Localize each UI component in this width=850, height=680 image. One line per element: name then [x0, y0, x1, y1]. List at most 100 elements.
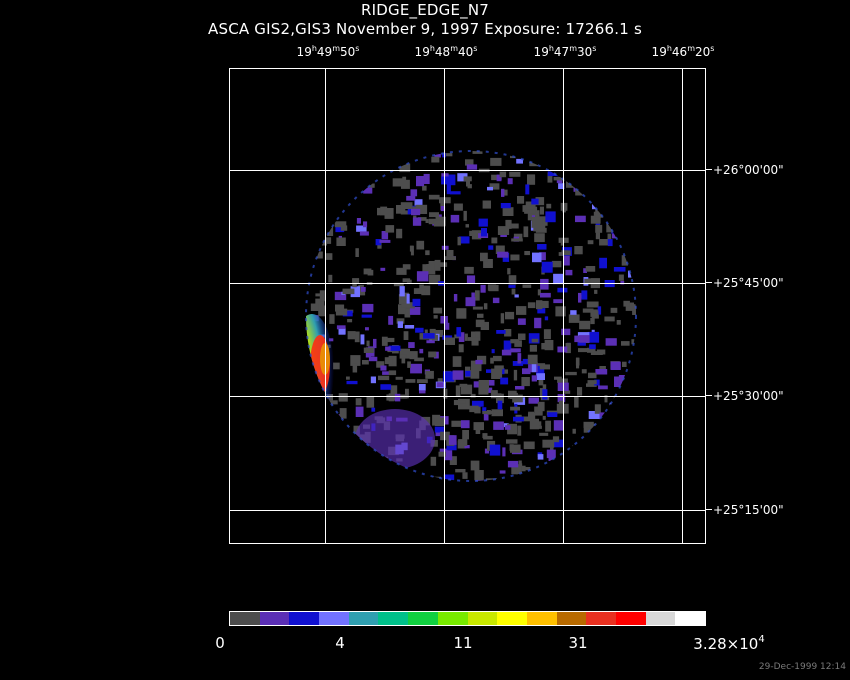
noise-pixel [375, 239, 382, 246]
noise-pixel [433, 330, 444, 338]
noise-pixel [398, 294, 407, 305]
noise-pixel [472, 151, 483, 154]
noise-pixel [401, 475, 406, 481]
noise-pixel [553, 299, 563, 304]
noise-pixel [583, 153, 595, 161]
noise-pixel [615, 151, 620, 154]
dec-grid-line [230, 510, 705, 511]
noise-pixel [346, 376, 350, 380]
noise-pixel [416, 271, 429, 282]
noise-pixel [621, 255, 630, 266]
noise-pixel [356, 482, 363, 485]
noise-pixel [306, 378, 309, 385]
noise-pixel [489, 183, 500, 190]
noise-pixel [380, 206, 388, 216]
noise-pixel [631, 476, 636, 481]
noise-pixel [601, 432, 608, 439]
noise-pixel [346, 380, 358, 385]
noise-pixel [599, 257, 607, 269]
colorbar-segment [556, 612, 587, 625]
noise-pixel [339, 426, 344, 437]
noise-pixel [535, 197, 545, 206]
noise-pixel [557, 378, 568, 383]
noise-pixel [405, 379, 416, 383]
noise-pixel [411, 208, 421, 216]
noise-pixel [568, 314, 580, 323]
noise-pixel [528, 206, 538, 212]
noise-pixel [499, 171, 507, 178]
noise-pixel [552, 471, 563, 477]
noise-pixel [539, 388, 544, 398]
noise-pixel [408, 482, 420, 490]
noise-pixel [506, 439, 518, 444]
noise-pixel [521, 465, 526, 472]
noise-pixel [448, 435, 457, 445]
noise-pixel [581, 290, 588, 300]
noise-pixel [583, 268, 587, 273]
noise-pixel [403, 331, 409, 340]
noise-pixel [399, 151, 408, 160]
noise-pixel [578, 292, 582, 303]
noise-pixel [623, 300, 630, 307]
noise-pixel [340, 188, 344, 197]
noise-pixel [613, 151, 626, 155]
noise-pixel [336, 325, 346, 330]
noise-pixel [381, 231, 389, 240]
noise-pixel [455, 385, 461, 397]
noise-pixel [428, 218, 439, 225]
noise-pixel [536, 365, 545, 377]
noise-pixel [597, 306, 602, 315]
noise-pixel [315, 298, 325, 307]
noise-pixel [483, 303, 488, 310]
noise-pixel [509, 171, 521, 177]
noise-pixel [640, 190, 649, 198]
noise-pixel [425, 250, 430, 256]
noise-pixel [566, 155, 570, 163]
noise-pixel [401, 179, 410, 189]
noise-pixel [306, 398, 313, 410]
noise-pixel [355, 398, 362, 406]
diffuse-emission-patch [355, 409, 435, 469]
noise-pixel [320, 403, 328, 412]
noise-pixel [478, 218, 488, 227]
noise-pixel [445, 337, 455, 345]
noise-pixel [431, 484, 439, 491]
noise-pixel [431, 156, 440, 163]
noise-pixel [458, 439, 468, 446]
noise-pixel [557, 346, 568, 353]
colorbar-segment [467, 612, 498, 625]
noise-pixel [522, 284, 532, 288]
noise-pixel [368, 356, 378, 362]
noise-pixel [552, 436, 560, 443]
ra-tick-label: 19h46m20s [651, 44, 715, 59]
noise-pixel [518, 333, 526, 340]
noise-pixel [463, 176, 472, 182]
noise-pixel [616, 320, 621, 325]
noise-pixel [380, 365, 387, 371]
noise-pixel [470, 393, 476, 398]
noise-pixel [624, 379, 631, 389]
noise-pixel [378, 375, 390, 381]
dec-tick-mark [706, 282, 712, 283]
noise-pixel [599, 366, 606, 372]
noise-pixel [345, 173, 358, 183]
noise-pixel [572, 428, 576, 434]
noise-pixel [584, 184, 589, 196]
noise-pixel [554, 376, 562, 380]
noise-pixel [314, 225, 323, 235]
noise-pixel [621, 417, 631, 426]
noise-pixel [522, 205, 527, 212]
noise-pixel [344, 199, 349, 207]
noise-pixel [638, 296, 645, 307]
noise-pixel [398, 304, 406, 315]
noise-pixel [531, 361, 537, 373]
noise-pixel [613, 162, 620, 170]
colorbar-segment [437, 612, 468, 625]
noise-pixel [416, 176, 425, 187]
noise-pixel [333, 362, 340, 370]
noise-pixel [485, 478, 497, 481]
noise-pixel [553, 420, 564, 431]
noise-pixel [612, 192, 619, 196]
noise-pixel [557, 394, 566, 403]
noise-pixel [419, 390, 426, 394]
